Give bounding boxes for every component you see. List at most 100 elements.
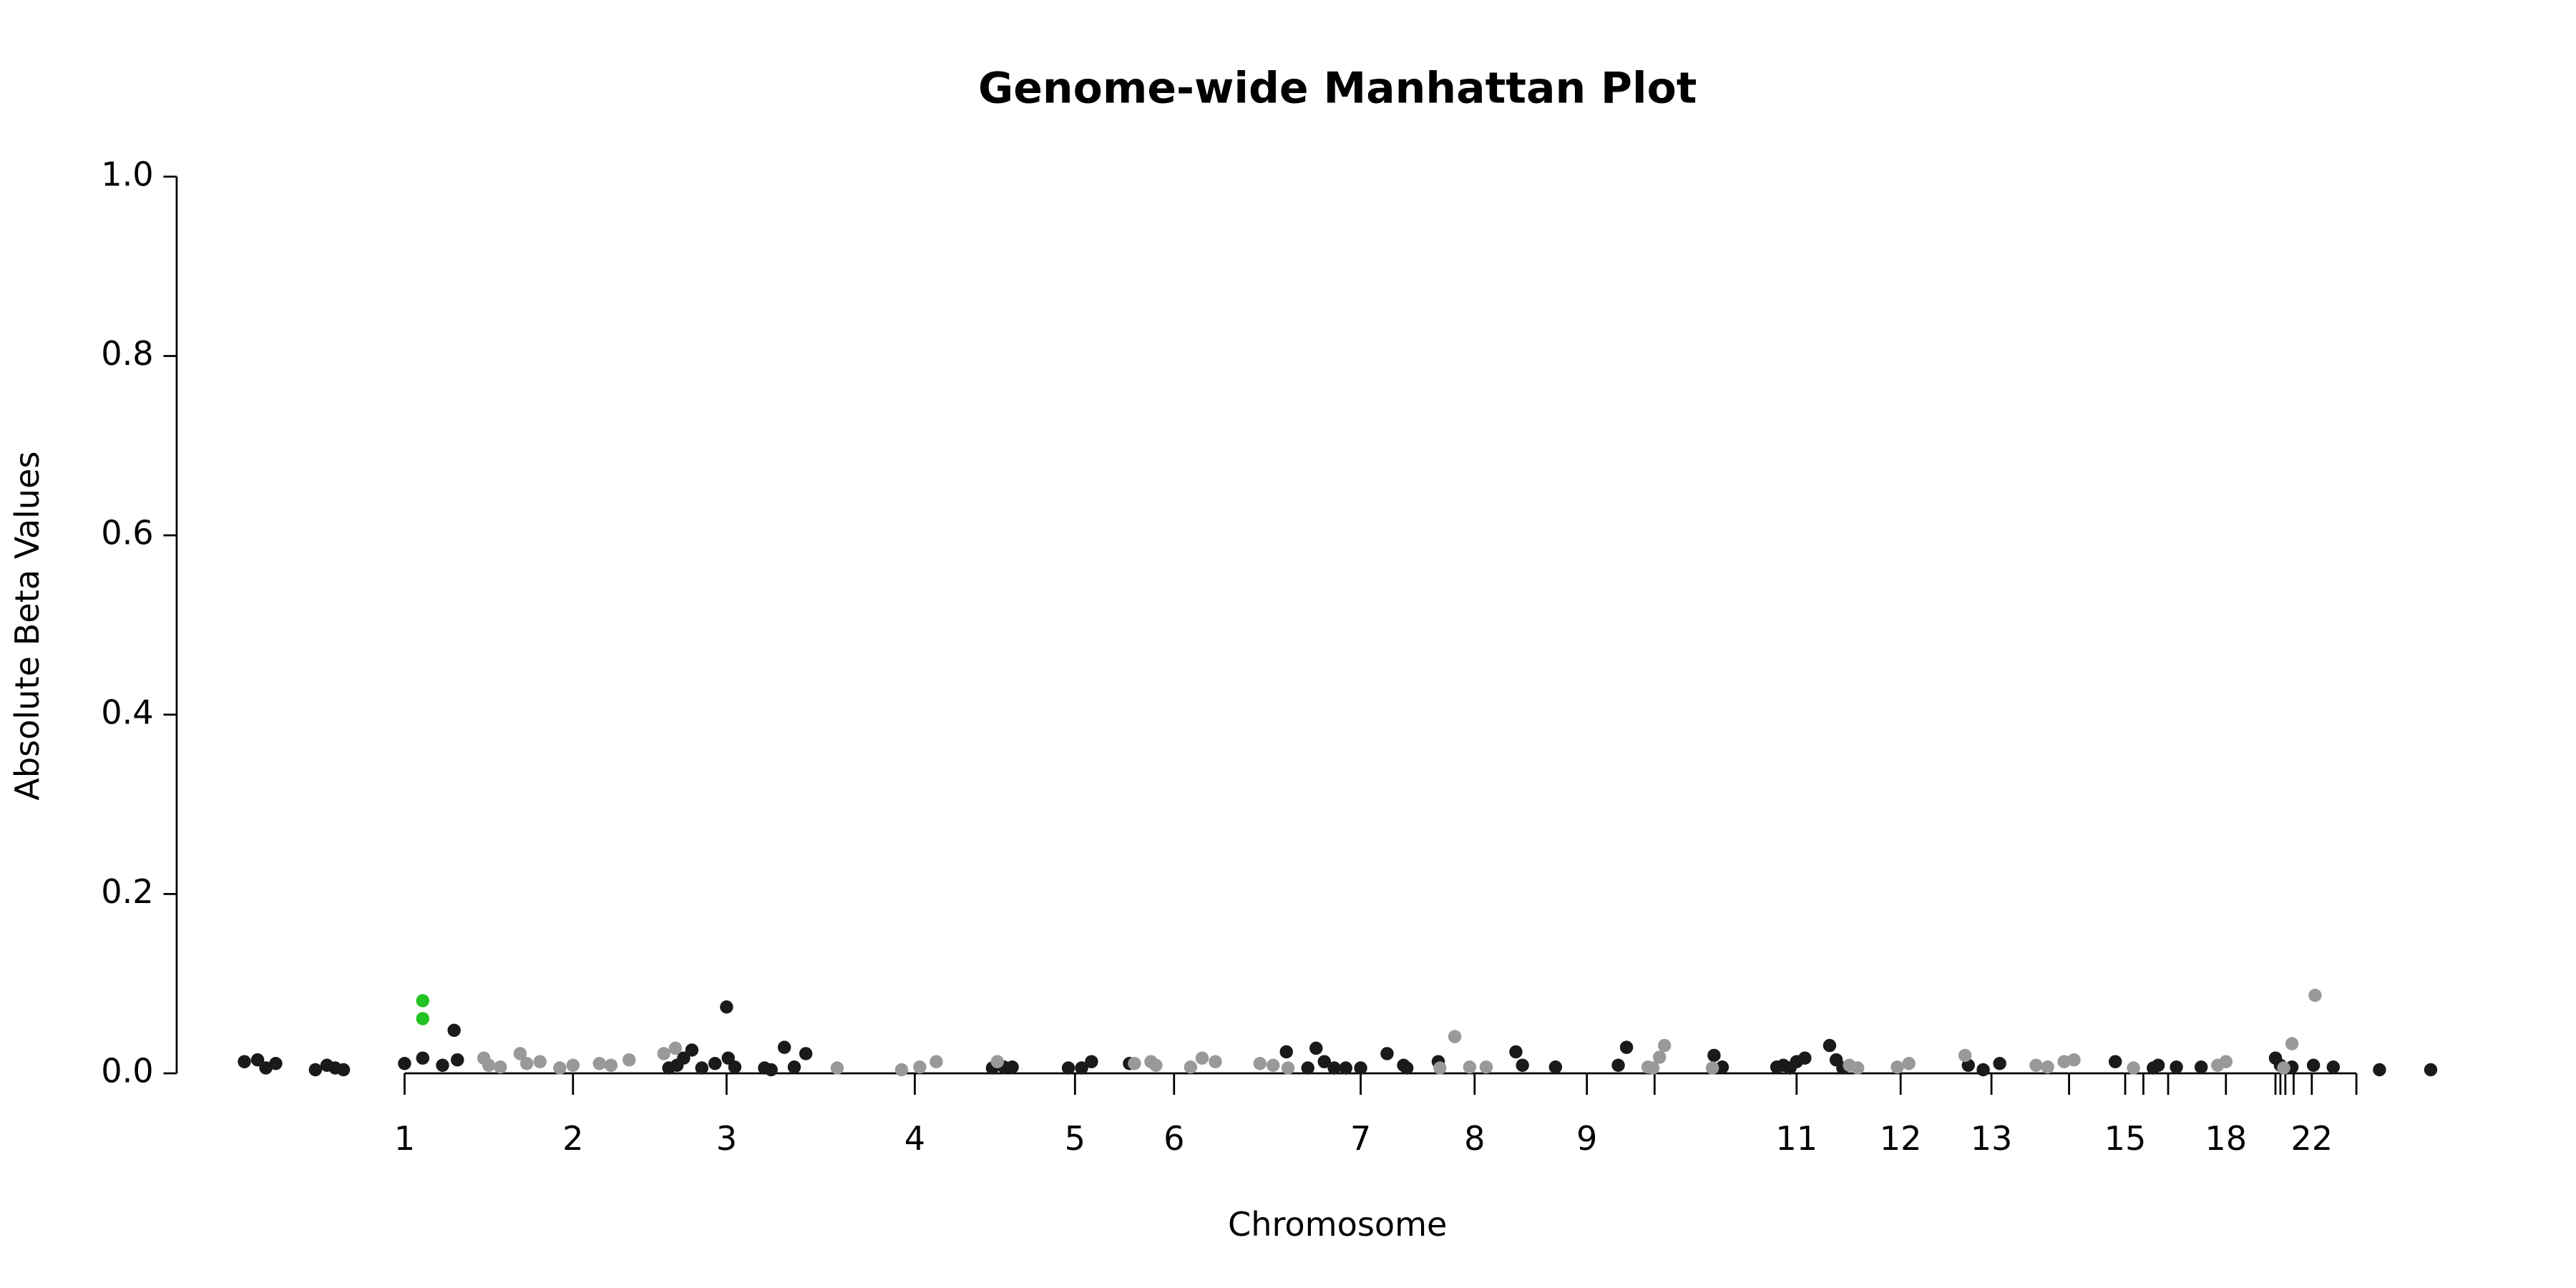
point <box>494 1060 507 1074</box>
point <box>2194 1060 2208 1074</box>
point <box>1707 1048 1721 1063</box>
x-tick-label: 3 <box>716 1119 737 1158</box>
point <box>2219 1055 2233 1068</box>
point <box>668 1041 683 1055</box>
point <box>1195 1051 1209 1065</box>
point <box>1281 1061 1295 1075</box>
point <box>269 1056 283 1070</box>
x-axis-label: Chromosome <box>1228 1205 1447 1244</box>
point <box>1479 1060 1493 1074</box>
x-tick-label: 7 <box>1350 1119 1371 1158</box>
point <box>451 1053 464 1067</box>
point <box>2029 1058 2043 1072</box>
point <box>1798 1051 1812 1065</box>
point <box>930 1055 943 1068</box>
point <box>2057 1055 2071 1068</box>
point <box>513 1047 527 1060</box>
x-tick-label: 13 <box>1971 1119 2013 1158</box>
point <box>1516 1058 1529 1072</box>
x-tick-label: 8 <box>1464 1119 1485 1158</box>
point <box>2308 988 2322 1002</box>
point <box>1433 1061 1447 1075</box>
point <box>447 1023 461 1038</box>
point <box>1279 1045 1293 1059</box>
point <box>2277 1061 2290 1075</box>
point <box>787 1060 801 1074</box>
point <box>416 1012 429 1025</box>
point <box>1301 1061 1314 1075</box>
point <box>2041 1060 2054 1074</box>
point <box>1317 1055 1331 1068</box>
point <box>1509 1045 1523 1059</box>
point <box>1653 1050 1667 1064</box>
x-tick-label: 9 <box>1576 1119 1597 1158</box>
point <box>1005 1060 1019 1074</box>
y-tick-label: 0.2 <box>101 872 153 911</box>
point <box>1715 1060 1729 1074</box>
point <box>657 1047 670 1060</box>
point <box>2170 1060 2183 1074</box>
point <box>685 1043 699 1057</box>
point <box>1085 1055 1098 1068</box>
point <box>1184 1060 1198 1074</box>
point <box>2326 1060 2340 1074</box>
x-tick-label: 18 <box>2205 1119 2247 1158</box>
x-tick-label: 11 <box>1775 1119 1818 1158</box>
point <box>1149 1058 1163 1072</box>
point <box>1890 1060 1904 1074</box>
point <box>1646 1061 1660 1075</box>
point <box>2285 1037 2299 1050</box>
point <box>519 1056 534 1070</box>
point <box>777 1040 791 1054</box>
point <box>708 1056 722 1070</box>
point <box>2127 1061 2140 1075</box>
point <box>238 1055 251 1068</box>
point <box>1823 1038 1837 1053</box>
point <box>799 1047 813 1060</box>
point <box>416 994 429 1008</box>
point <box>1380 1047 1394 1060</box>
point <box>1309 1041 1323 1055</box>
point <box>259 1061 273 1075</box>
point <box>695 1061 708 1075</box>
y-tick-label: 0.4 <box>101 693 153 731</box>
point <box>592 1056 606 1070</box>
point <box>1976 1063 1990 1077</box>
point <box>1400 1061 1414 1075</box>
point <box>1448 1030 1462 1043</box>
point <box>830 1061 844 1075</box>
point <box>566 1058 580 1072</box>
point <box>1902 1056 1916 1070</box>
y-axis-label: Absolute Beta Values <box>8 452 47 801</box>
point <box>1619 1040 1634 1054</box>
point <box>1339 1061 1352 1075</box>
point <box>1061 1061 1075 1075</box>
y-tick-label: 0.0 <box>101 1052 153 1091</box>
point <box>1267 1058 1280 1072</box>
point <box>308 1063 322 1077</box>
x-tick-label: 5 <box>1065 1119 1085 1158</box>
point <box>1705 1061 1719 1075</box>
point <box>728 1060 742 1074</box>
point <box>1958 1048 1972 1063</box>
point <box>623 1053 636 1067</box>
point <box>553 1061 567 1075</box>
x-tick-label: 4 <box>904 1119 925 1158</box>
point <box>250 1053 265 1067</box>
x-tick-label: 2 <box>562 1119 583 1158</box>
point <box>533 1055 547 1068</box>
y-tick-label: 1.0 <box>101 155 153 193</box>
point <box>604 1058 618 1072</box>
x-tick-label: 15 <box>2104 1119 2147 1158</box>
point <box>1463 1060 1477 1074</box>
y-tick-label: 0.6 <box>101 514 153 552</box>
point <box>2424 1063 2438 1077</box>
point <box>1253 1056 1267 1070</box>
point <box>398 1056 411 1070</box>
point <box>482 1058 496 1072</box>
point <box>720 1000 733 1014</box>
point <box>2151 1058 2165 1072</box>
point <box>1354 1061 1367 1075</box>
point <box>1209 1055 1222 1068</box>
